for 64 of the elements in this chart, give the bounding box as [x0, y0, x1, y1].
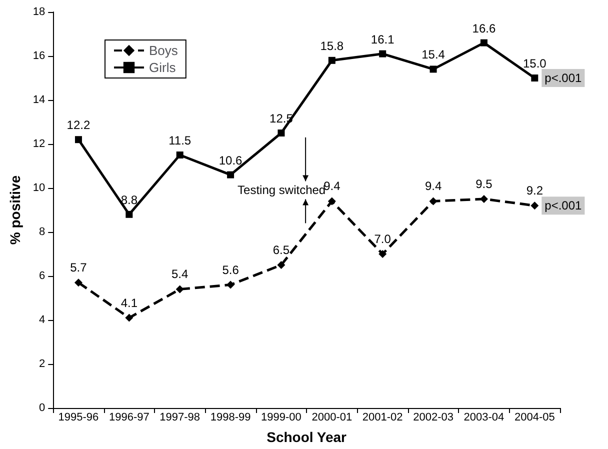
data-label: 9.5: [476, 177, 493, 191]
y-axis-title: % positive: [7, 175, 23, 245]
data-label: 7.0: [374, 232, 392, 246]
data-label: 12.2: [66, 118, 90, 132]
x-tick-label: 1998-99: [210, 412, 251, 424]
y-tick-label: 18: [32, 6, 46, 18]
data-label: 4.1: [120, 296, 138, 310]
point: [176, 285, 184, 294]
annotation: p<.001: [544, 198, 582, 213]
point: [227, 171, 234, 178]
y-tick-label: 8: [39, 226, 46, 238]
point: [126, 210, 133, 218]
y-tick-label: 0: [39, 402, 46, 414]
x-tick-label: 1995-96: [58, 412, 99, 424]
x-tick-label: 1996-97: [108, 412, 150, 424]
point: [480, 39, 488, 46]
data-label: 15.8: [320, 38, 344, 53]
x-tick-label: 2004-05: [514, 412, 555, 424]
point: [328, 197, 336, 206]
data-label: 16.1: [370, 32, 395, 46]
point: [74, 278, 82, 287]
point: [176, 152, 184, 158]
y-tick-label: 4: [39, 314, 46, 326]
legend-label: Boys: [149, 43, 178, 58]
y-tick-label: 2: [39, 358, 46, 370]
x-tick-label: 1997-98: [160, 412, 200, 424]
annotation: p<.001: [544, 71, 582, 85]
data-label: 11.5: [168, 134, 192, 148]
x-tick-label: 2001-02: [362, 412, 403, 424]
y-tick-label: 10: [32, 182, 46, 194]
legend-label: Girls: [149, 60, 176, 75]
data-label: 5.4: [172, 267, 189, 282]
point: [430, 66, 437, 73]
y-tick-label: 12: [32, 138, 46, 150]
x-tick-label: 2000-01: [312, 412, 352, 424]
x-axis-title: School Year: [266, 429, 348, 445]
data-label: 15.4: [422, 48, 446, 62]
point: [278, 130, 285, 136]
point: [379, 50, 386, 58]
x-tick-label: 2003-04: [464, 412, 504, 424]
y-tick-label: 6: [39, 270, 46, 282]
point: [378, 250, 387, 258]
point: [429, 197, 438, 206]
y-tick-label: 14: [32, 94, 46, 106]
point: [277, 261, 286, 269]
data-label: 5.6: [222, 262, 240, 277]
point: [530, 202, 539, 210]
point: [328, 56, 336, 64]
x-tick-label: 1999-00: [261, 412, 302, 424]
point: [74, 136, 82, 144]
point: [226, 280, 235, 289]
point: [125, 314, 134, 322]
data-label: 16.6: [472, 21, 496, 36]
data-label: 6.5: [272, 243, 290, 257]
data-label: 9.4: [424, 179, 442, 194]
data-label: 9.2: [526, 184, 544, 198]
point: [531, 74, 538, 82]
x-tick-label: 2002-03: [413, 412, 454, 424]
data-label: 15.0: [522, 56, 547, 70]
data-label: 10.6: [218, 153, 243, 168]
y-tick-label: 16: [32, 50, 46, 62]
data-label: 9.4: [324, 179, 341, 194]
data-label: 8.8: [120, 192, 138, 207]
data-label: 5.7: [70, 260, 88, 275]
